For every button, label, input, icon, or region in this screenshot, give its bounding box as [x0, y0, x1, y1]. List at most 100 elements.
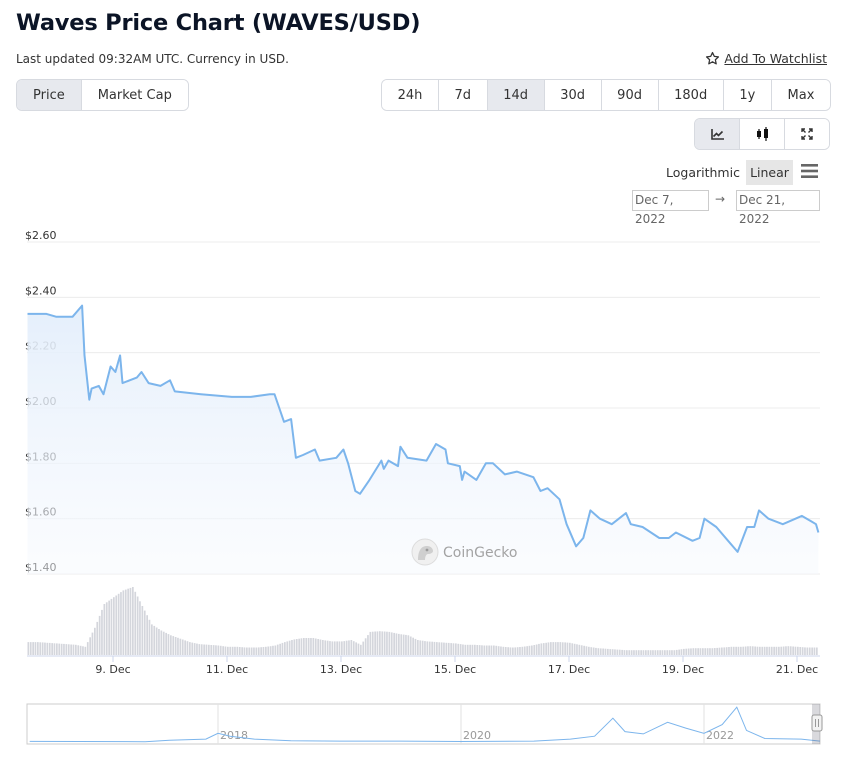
volume-bar [79, 645, 82, 655]
logarithmic-scale-button[interactable]: Logarithmic [666, 165, 740, 180]
volume-bar [108, 600, 110, 655]
range-30d[interactable]: 30d [543, 80, 601, 110]
volume-bar [120, 592, 122, 655]
volume-bar [165, 632, 167, 655]
volume-bar [507, 647, 509, 655]
volume-bar [751, 646, 754, 655]
volume-bar [367, 635, 369, 655]
volume-bar [592, 647, 595, 655]
volume-bar [32, 642, 34, 655]
volume-bar [210, 645, 213, 655]
volume-bar [224, 646, 227, 655]
volume-bar [561, 642, 564, 656]
volume-bar [770, 646, 773, 655]
volume-bar [27, 642, 30, 655]
date-from-input[interactable]: Dec 7, 2022 [632, 190, 709, 226]
volume-bar [241, 647, 243, 655]
volume-bar [725, 647, 728, 655]
volume-bar [519, 647, 521, 655]
range-7d[interactable]: 7d [437, 80, 487, 110]
price-chart[interactable]: $2.60$2.40$2.20$2.00$1.80$1.60$1.40 Coin… [0, 220, 846, 757]
navigator-handle[interactable] [811, 714, 823, 732]
volume-bar [811, 647, 813, 655]
volume-bar [181, 639, 184, 655]
hamburger-menu-icon[interactable] [801, 163, 818, 179]
volume-bar [533, 645, 536, 655]
range-1y[interactable]: 1y [722, 80, 771, 110]
volume-bar [196, 643, 198, 655]
volume-bar [583, 645, 585, 655]
volume-bar [787, 646, 790, 655]
line-chart-button[interactable] [695, 119, 739, 149]
volume-bar [775, 646, 778, 655]
volume-bar [248, 647, 251, 655]
volume-bar [628, 650, 631, 655]
volume-bar [485, 645, 488, 655]
candlestick-button[interactable] [739, 119, 784, 149]
add-to-watchlist-link[interactable]: Add To Watchlist [705, 51, 827, 66]
range-24h[interactable]: 24h [382, 80, 438, 110]
volume-bar [466, 644, 469, 655]
volume-bar [602, 648, 604, 655]
volume-bar [174, 637, 177, 655]
volume-bar [564, 642, 566, 655]
volume-bar [557, 642, 559, 655]
volume-bar [778, 646, 780, 655]
volume-bar [331, 641, 334, 655]
volume-bar [405, 634, 407, 655]
volume-bar [34, 642, 37, 655]
volume-bar [799, 647, 802, 655]
volume-bar [222, 646, 224, 655]
volume-bar [343, 641, 346, 655]
volume-bar [184, 640, 186, 655]
range-180d[interactable]: 180d [657, 80, 723, 110]
navigator[interactable]: 2018 2020 2022 [26, 703, 823, 745]
volume-bar [659, 650, 661, 655]
range-14d[interactable]: 14d [486, 80, 544, 110]
volume-bar [694, 648, 697, 655]
volume-bar [388, 631, 391, 655]
volume-bar [545, 642, 547, 655]
volume-bar [260, 647, 262, 655]
date-to-input[interactable]: Dec 21, 2022 [736, 190, 820, 226]
volume-bar [426, 641, 429, 655]
volume-bar [205, 644, 208, 655]
range-90d[interactable]: 90d [600, 80, 658, 110]
volume-bar [398, 633, 400, 655]
volume-bar [350, 640, 353, 655]
volume-bar [690, 648, 692, 655]
volume-bar [393, 632, 395, 655]
volume-bar [578, 644, 581, 655]
volume-bar [737, 646, 740, 655]
volume-bar [481, 645, 483, 655]
volume-bar [269, 646, 272, 655]
volume-bar [250, 647, 253, 655]
page-title: Waves Price Chart (WAVES/USD) [16, 10, 421, 36]
volume-bar [801, 647, 804, 655]
volume-bar [768, 646, 771, 655]
volume-bar [500, 646, 502, 655]
volume-bar [718, 647, 721, 655]
volume-bar [504, 647, 507, 655]
volume-bar [450, 643, 452, 655]
volume-bar [666, 650, 669, 655]
volume-bar [286, 641, 289, 655]
volume-bar [699, 648, 702, 655]
tab-market-cap[interactable]: Market Cap [80, 80, 188, 110]
range-max[interactable]: Max [770, 80, 830, 110]
volume-bar [716, 647, 718, 655]
volume-bar [687, 648, 690, 655]
volume-bar [436, 642, 438, 655]
volume-bar [212, 645, 215, 655]
volume-bar [386, 631, 388, 655]
gecko-logo-icon [418, 546, 433, 560]
volume-bar [538, 643, 540, 655]
volume-bar [217, 645, 220, 655]
linear-scale-button[interactable]: Linear [746, 160, 793, 185]
volume-bar [723, 647, 726, 656]
tab-price[interactable]: Price [17, 80, 81, 110]
volume-bar [229, 646, 232, 655]
fullscreen-button[interactable] [784, 119, 829, 149]
volume-bar [497, 646, 500, 655]
volume-bar [134, 591, 137, 655]
